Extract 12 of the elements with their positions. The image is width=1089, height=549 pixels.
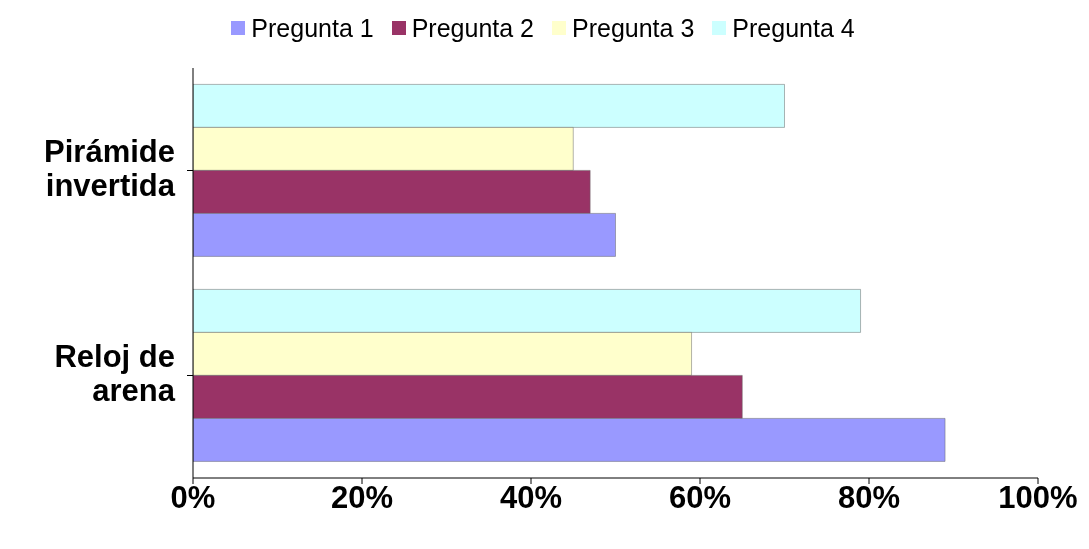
legend-label: Pregunta 1 xyxy=(250,13,374,43)
x-tick-label: 60% xyxy=(668,480,732,516)
x-tick-label: 20% xyxy=(330,480,394,516)
legend-label: Pregunta 3 xyxy=(571,13,695,43)
legend-label: Pregunta 2 xyxy=(410,13,534,43)
y-tick-label: Reloj de arena xyxy=(54,338,176,408)
x-tick-label: 100% xyxy=(998,480,1078,516)
x-tick-label: 80% xyxy=(837,480,901,516)
x-tick-label: 40% xyxy=(499,480,563,516)
y-tick-label: Pirámide invertida xyxy=(44,133,176,203)
x-tick-label: 0% xyxy=(170,480,216,516)
legend-label: Pregunta 4 xyxy=(731,13,855,43)
